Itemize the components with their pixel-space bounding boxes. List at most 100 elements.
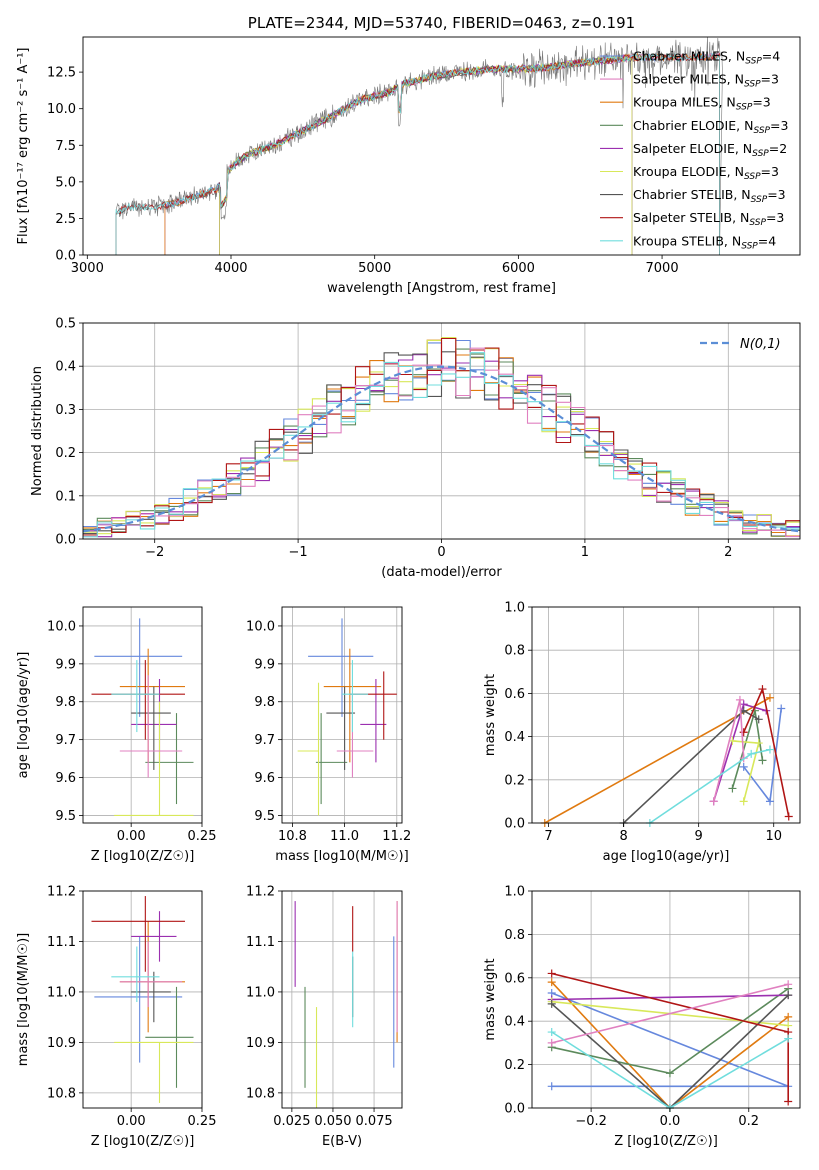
y-axis-label: mass [log10(M/M☉)] — [16, 933, 31, 1066]
y-tick-label: 9.9 — [254, 657, 275, 672]
weight-point-marker — [754, 715, 763, 724]
error-bar-8 — [111, 660, 160, 733]
y-tick-label: 0.8 — [504, 644, 525, 659]
x-tick-label: 11.0 — [330, 829, 359, 844]
y-axis-label: Normed distribution — [30, 366, 45, 496]
error-bar-0 — [94, 618, 183, 717]
y-tick-label: 0.5 — [55, 317, 76, 332]
x-tick-label: 2 — [724, 545, 732, 560]
legend-entry: Chabrier MILES, NSSP=4 — [633, 49, 780, 67]
x-axis-label: Z [log10(Z/Z☉)] — [614, 1134, 718, 1149]
x-tick-label: 5000 — [358, 261, 391, 276]
y-tick-label: 10.0 — [47, 619, 76, 634]
error-bar-2 — [315, 713, 348, 805]
weight-series-6 — [739, 685, 793, 821]
y-tick-label: 0.0 — [55, 249, 76, 264]
error-bar-3 — [360, 679, 387, 763]
y-tick-label: 11.0 — [246, 985, 275, 1000]
chart-age-vs-mass: 10.8 11.0 11.2 9.5 9.6 9.7 9.8 9.9 10.0 mass [log… — [246, 606, 411, 864]
chart-mass-vs-ebv: 0.025 0.050 0.075 10.8 10.9 11.0 11.1 11.2 E(B-V… — [246, 885, 403, 1149]
y-tick-label: 9.5 — [55, 809, 76, 824]
y-tick-label: 10.0 — [47, 102, 76, 117]
weight-point-marker — [754, 739, 763, 748]
model-line-4 — [219, 54, 633, 255]
y-tick-label: 9.8 — [254, 695, 275, 710]
y-tick-label: 9.5 — [254, 809, 275, 824]
weight-series-1 — [540, 693, 774, 827]
spectrum-lines — [115, 37, 723, 255]
x-tick-label: 0.050 — [314, 1114, 351, 1129]
weight-point-marker — [547, 969, 556, 978]
weight-point-marker — [728, 784, 737, 793]
x-tick-label: 0.00 — [117, 829, 146, 844]
histogram-step-8 — [83, 352, 800, 538]
y-tick-label: 9.7 — [55, 733, 76, 748]
y-tick-label: 9.6 — [55, 771, 76, 786]
axes-frame — [82, 890, 203, 1109]
y-tick-label: 11.2 — [246, 885, 275, 900]
x-axis-label: Z [log10(Z/Z☉)] — [91, 849, 195, 864]
y-tick-label: 0.3 — [55, 403, 76, 418]
y-tick-label: 9.6 — [254, 771, 275, 786]
x-axis-label: Z [log10(Z/Z☉)] — [91, 1134, 195, 1149]
y-tick-label: 0.0 — [55, 533, 76, 548]
weight-point-marker — [765, 745, 774, 754]
error-bar-6 — [349, 671, 397, 740]
legend-entry: Kroupa STELIB, NSSP=4 — [633, 233, 776, 251]
error-bar-6 — [91, 896, 185, 972]
y-tick-label: 12.5 — [47, 66, 76, 81]
y-tick-label: 10.0 — [246, 619, 275, 634]
x-tick-label: −0.2 — [575, 1114, 607, 1129]
error-bar-8 — [342, 660, 369, 733]
chart-spectrum: 3000 4000 5000 6000 7000 0.0 2.5 5.0 7.5 10.0 12.5… — [16, 14, 801, 296]
weight-point-marker — [758, 756, 767, 765]
legend-entry: N(0,1) — [740, 337, 781, 352]
legend-entry: Salpeter MILES, NSSP=3 — [633, 72, 779, 90]
error-bar-2 — [145, 986, 194, 1088]
chart-mass-vs-Z: 0.00 0.25 10.8 10.9 11.0 11.1 11.2 Z [log10(Z/Z… — [16, 885, 216, 1150]
chart-weight-vs-Z: −0.2 0.0 0.2 0.0 0.2 0.4 0.6 0.8 1.0 Z [log10(Z/Z… — [483, 885, 801, 1149]
chart-title: PLATE=2344, MJD=53740, FIBERID=0463, z=0… — [248, 14, 635, 32]
y-tick-label: 0.8 — [504, 928, 525, 943]
weight-series-7 — [709, 695, 748, 806]
y-tick-label: 11.2 — [47, 885, 76, 900]
plot-area — [82, 336, 801, 538]
y-tick-label: 11.1 — [246, 935, 275, 950]
error-bar-4 — [297, 682, 320, 816]
normal-curve — [82, 365, 801, 533]
plot-area — [297, 618, 397, 816]
x-tick-label: 3000 — [71, 261, 104, 276]
weight-point-marker — [547, 1028, 556, 1037]
y-tick-label: 0.2 — [504, 773, 525, 788]
weight-line — [732, 740, 760, 802]
x-tick-label: 0.0 — [660, 1114, 681, 1129]
axes-frame — [82, 606, 203, 824]
weight-point-marker — [547, 1038, 556, 1047]
weight-point-marker — [547, 999, 556, 1008]
weight-series-4 — [728, 736, 763, 806]
model-line-7 — [115, 52, 720, 255]
y-tick-label: 0.2 — [504, 1058, 525, 1073]
x-tick-label: 0.25 — [188, 829, 217, 844]
weight-point-marker — [739, 762, 748, 771]
legend-entry: Chabrier ELODIE, NSSP=3 — [633, 118, 788, 136]
y-tick-label: 0.4 — [55, 360, 76, 375]
x-tick-label: 0.2 — [738, 1114, 759, 1129]
error-bar-7 — [119, 941, 183, 1008]
weight-line — [551, 983, 789, 1044]
error-bar-0 — [94, 936, 183, 1063]
x-tick-label: 10 — [765, 829, 782, 844]
y-tick-label: 5.0 — [55, 175, 76, 190]
model-line-8 — [115, 52, 720, 255]
weight-point-marker — [784, 980, 793, 989]
error-bar-2 — [145, 713, 194, 805]
y-tick-label: 0.6 — [504, 971, 525, 986]
weight-point-marker — [784, 1034, 793, 1043]
legend-entry: Salpeter ELODIE, NSSP=2 — [633, 141, 787, 159]
y-axis-label: Flux [fλ10⁻¹⁷ erg cm⁻² s⁻¹ A⁻¹] — [16, 48, 31, 245]
x-tick-label: 0.025 — [273, 1114, 310, 1129]
y-tick-label: 0.6 — [504, 687, 525, 702]
weight-point-marker — [758, 685, 767, 694]
x-axis-label: (data-model)/error — [381, 565, 502, 580]
